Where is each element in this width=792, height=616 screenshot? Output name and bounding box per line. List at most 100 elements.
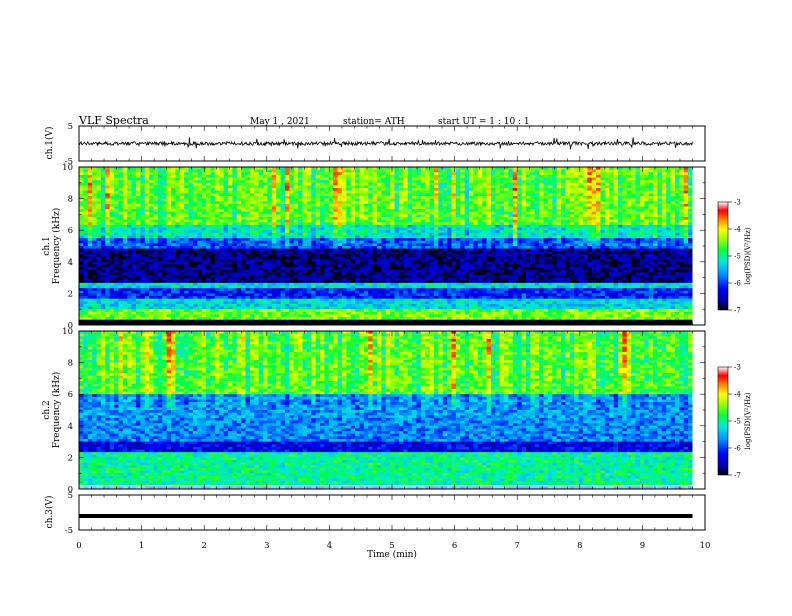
spectrogram-cell: [346, 238, 351, 241]
spectrogram-cell: [657, 191, 662, 194]
spectrogram-cell: [600, 246, 605, 249]
spectrogram-cell: [636, 214, 641, 217]
spectrogram-cell: [557, 238, 562, 241]
spectrogram-cell: [539, 178, 544, 181]
spectrogram-cell: [390, 207, 395, 210]
spectrogram-cell: [294, 172, 299, 175]
spectrogram-cell: [373, 249, 378, 252]
spectrogram-cell: [92, 196, 97, 199]
spectrogram-cell: [329, 225, 334, 228]
spectrogram-cell: [368, 193, 373, 196]
spectrogram-cell: [324, 212, 329, 215]
spectrogram-cell: [640, 235, 645, 238]
spectrogram-cell: [175, 212, 180, 215]
spectrogram-cell: [127, 259, 132, 262]
spectrogram-cell: [88, 238, 93, 241]
spectrogram-cell: [281, 228, 286, 231]
spectrogram-cell: [189, 196, 194, 199]
spectrogram-cell: [298, 251, 303, 254]
spectrogram-cell: [548, 222, 553, 225]
spectrogram-cell: [232, 222, 237, 225]
spectrogram-cell: [425, 235, 430, 238]
spectrogram-cell: [618, 230, 623, 233]
spectrogram-cell: [110, 204, 115, 207]
spectrogram-cell: [684, 196, 689, 199]
spectrogram-cell: [175, 180, 180, 183]
spectrogram-cell: [118, 193, 123, 196]
spectrogram-cell: [508, 257, 513, 260]
spectrogram-cell: [596, 188, 601, 191]
spectrogram-cell: [132, 257, 137, 260]
spectrogram-cell: [438, 257, 443, 260]
spectrogram-cell: [478, 225, 483, 228]
spectrogram-cell: [110, 246, 115, 249]
spectrogram-cell: [451, 249, 456, 252]
spectrogram-cell: [254, 220, 259, 223]
spectrogram-cell: [609, 209, 614, 212]
spectrogram-cell: [259, 257, 264, 260]
spectrogram-cell: [438, 175, 443, 178]
spectrogram-cell: [298, 220, 303, 223]
spectrogram-cell: [276, 180, 281, 183]
spectrogram-cell: [311, 178, 316, 181]
spectrogram-cell: [495, 243, 500, 246]
spectrogram-cell: [193, 225, 198, 228]
spectrogram-cell: [684, 238, 689, 241]
spectrogram-cell: [421, 172, 426, 175]
spectrogram-cell: [246, 193, 251, 196]
spectrogram-cell: [276, 191, 281, 194]
spectrogram-cell: [175, 185, 180, 188]
spectrogram-cell: [338, 241, 343, 244]
spectrogram-cell: [184, 196, 189, 199]
spectrogram-cell: [508, 243, 513, 246]
spectrogram-cell: [333, 191, 338, 194]
spectrogram-cell: [574, 178, 579, 181]
spectrogram-cell: [237, 238, 242, 241]
spectrogram-cell: [359, 249, 364, 252]
spectrogram-cell: [307, 222, 312, 225]
spectrogram-cell: [294, 185, 299, 188]
spectrogram-cell: [395, 225, 400, 228]
spectrogram-cell: [302, 207, 307, 210]
spectrogram-cell: [149, 170, 154, 173]
spectrogram-cell: [399, 196, 404, 199]
spectrogram-cell: [307, 233, 312, 236]
spectrogram-cell: [123, 228, 128, 231]
spectrogram-cell: [570, 175, 575, 178]
spectrogram-cell: [101, 201, 106, 204]
spectrogram-cell: [289, 251, 294, 254]
spectrogram-cell: [153, 185, 158, 188]
spectrogram-cell: [609, 230, 614, 233]
spectrogram-cell: [565, 196, 570, 199]
spectrogram-cell: [298, 175, 303, 178]
spectrogram-cell: [517, 243, 522, 246]
spectrogram-cell: [666, 193, 671, 196]
spectrogram-cell: [552, 178, 557, 181]
spectrogram-cell: [259, 191, 264, 194]
spectrogram-cell: [83, 212, 88, 215]
spectrogram-cell: [241, 207, 246, 210]
spectrogram-cell: [640, 246, 645, 249]
spectrogram-cell: [162, 249, 167, 252]
spectrogram-cell: [412, 249, 417, 252]
spectrogram-cell: [298, 199, 303, 202]
spectrogram-cell: [197, 170, 202, 173]
spectrogram-cell: [671, 217, 676, 220]
spectrogram-cell: [416, 230, 421, 233]
spectrogram-cell: [377, 251, 382, 254]
spectrogram-cell: [456, 214, 461, 217]
spectrogram-cell: [329, 259, 334, 262]
spectrogram-cell: [443, 246, 448, 249]
spectrogram-cell: [421, 259, 426, 262]
spectrogram-cell: [294, 222, 299, 225]
spectrogram-cell: [276, 259, 281, 262]
spectrogram-cell: [504, 178, 509, 181]
spectrogram-cell: [636, 217, 641, 220]
spectrogram-cell: [241, 228, 246, 231]
spectrogram-cell: [272, 212, 277, 215]
spectrogram-cell: [215, 204, 220, 207]
spectrogram-cell: [526, 225, 531, 228]
spectrogram-cell: [552, 207, 557, 210]
spectrogram-cell: [596, 209, 601, 212]
spectrogram-cell: [377, 259, 382, 262]
